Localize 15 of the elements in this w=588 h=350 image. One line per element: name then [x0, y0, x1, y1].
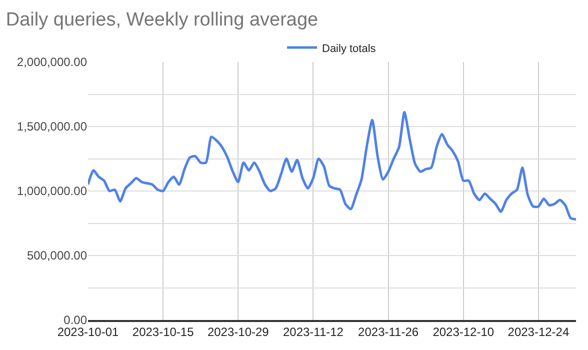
y-tick-label: 0.00 — [64, 313, 88, 328]
x-tick-label: 2023-10-15 — [132, 325, 194, 340]
y-tick-label: 2,000,000.00 — [16, 55, 88, 70]
chart-title: Daily queries, Weekly rolling average — [6, 10, 318, 31]
x-tick-label: 2023-10-01 — [57, 325, 120, 340]
x-tick-label: 2023-12-24 — [508, 325, 570, 340]
y-tick-label: 500,000.00 — [26, 248, 88, 263]
line-series — [88, 111, 576, 221]
x-tick-label: 2023-12-10 — [432, 325, 494, 340]
x-tick-label: 2023-11-12 — [282, 325, 344, 340]
legend-label: Daily totals — [322, 42, 376, 55]
y-tick-label: 1,000,000.00 — [16, 184, 88, 198]
x-tick-label: 2023-10-29 — [207, 325, 270, 340]
x-tick-label: 2023-11-26 — [358, 325, 419, 340]
y-tick-label: 1,500,000.00 — [16, 120, 88, 134]
